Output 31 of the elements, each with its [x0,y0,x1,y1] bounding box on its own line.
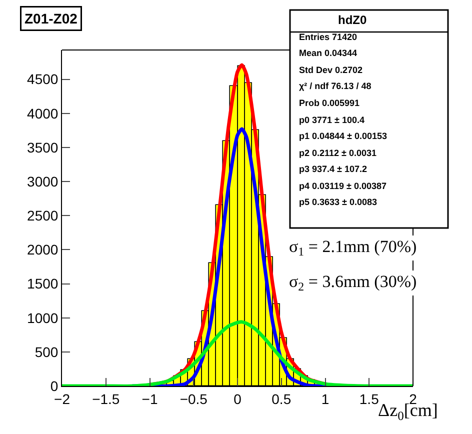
annotation: Std Dev 0.2702 [299,65,363,75]
y-tick-label: 3000 [27,173,58,190]
x-tick-label: 0.5 [272,390,292,407]
y-tick-label: 2000 [27,242,58,258]
text: hdZ0 [338,13,367,27]
x-tick-label: −1 [142,390,158,407]
annotation: σ$_{2}$ = 3.6mm (30%) [289,272,417,294]
annotation: p0 3771 ± 100.4 [299,115,364,125]
annotation: Mean 0.04344 [299,48,358,58]
y-tick-label: 4000 [27,105,58,122]
x-tick-label: −0.5 [180,390,208,407]
y-tick-label: 1000 [27,310,58,326]
annotation: σ$_{1}$ = 2.1mm (70%) [289,237,417,259]
x-tick-label: −1.5 [92,390,120,407]
x-tick-label: 1.5 [359,390,380,407]
annotation: p4 0.03119 ± 0.00387 [299,181,387,191]
y-tick-label: 500 [34,344,58,360]
y-tick-label: 4500 [27,71,58,88]
chart-title: Z01-Z02 [24,10,78,26]
annotation: p1 0.04844 ± 0.00153 [299,131,388,141]
x-tick-label: 0 [234,390,242,407]
annotation: p2 0.2112 ± 0.0031 [299,148,377,158]
annotation: χ² / ndf 76.13 / 48 [299,81,372,91]
y-tick-label: 2500 [27,208,58,224]
y-tick-label: 1500 [27,276,58,292]
annotation: p5 0.3633 ± 0.0083 [299,197,377,207]
text: Entries 71420 [299,32,358,42]
annotation: p3 937.4 ± 107.2 [299,164,367,174]
x-tick-label: 1 [321,390,330,407]
y-tick-label: 3500 [27,139,58,156]
annotation: Prob 0.005991 [299,98,360,108]
